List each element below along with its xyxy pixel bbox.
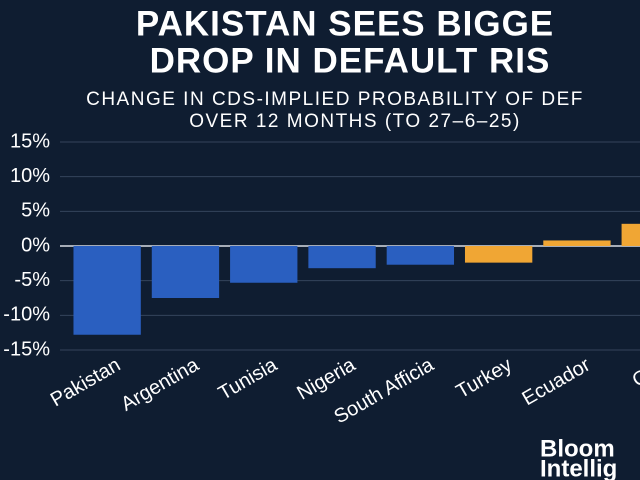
chart-title: PAKISTAN SEES BIGGE <box>136 4 554 43</box>
x-tick-label: Argentina <box>117 353 203 415</box>
bar <box>308 246 376 269</box>
chart-subtitle: CHANGE IN CDS-IMPLIED PROBABILITY OF DEF <box>86 89 584 110</box>
x-tick-label: Pakistan <box>47 354 124 411</box>
chart-title: DROP IN DEFAULT RIS <box>150 41 551 80</box>
bar <box>151 246 220 298</box>
y-tick-label: 15% <box>10 130 50 152</box>
source-brand: Bloom <box>540 435 615 462</box>
source-brand: Intellig <box>540 455 617 480</box>
y-tick-label: -5% <box>14 269 50 291</box>
y-tick-label: 0% <box>21 234 50 256</box>
chart-subtitle: OVER 12 MONTHS (TO 27–6–25) <box>189 111 521 132</box>
x-tick-label: Ecuador <box>519 354 595 410</box>
x-tick-label: Turkey <box>452 354 515 403</box>
y-tick-label: 5% <box>21 200 50 222</box>
x-tick-label: Tunisia <box>215 353 282 404</box>
y-tick-label: -15% <box>3 338 50 360</box>
bar <box>73 246 141 335</box>
bar <box>543 240 611 246</box>
bar <box>621 223 640 246</box>
y-tick-label: -10% <box>3 304 50 326</box>
y-tick-label: 10% <box>10 165 50 187</box>
bar <box>464 246 533 263</box>
x-tick-label: Gab <box>629 354 640 392</box>
bar <box>230 246 298 283</box>
bar <box>386 246 455 265</box>
